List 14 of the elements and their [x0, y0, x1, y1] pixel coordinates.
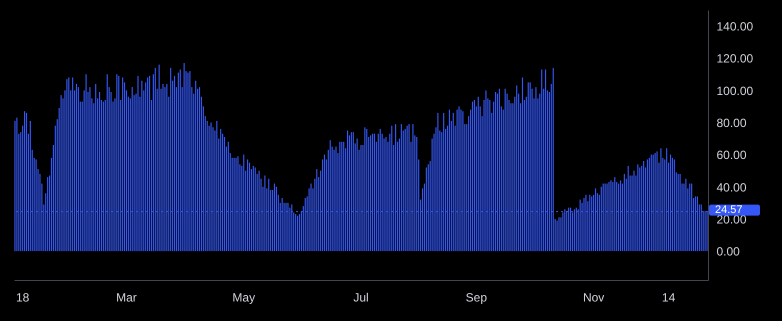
y-tick-label: 100.00: [716, 84, 754, 98]
x-tick-label: 14: [662, 290, 676, 304]
y-tick-label: 40.00: [716, 180, 747, 194]
x-tick-label: 18: [16, 290, 30, 304]
y-tick-label: 0.00: [716, 244, 740, 259]
x-tick-label: Sep: [466, 290, 488, 304]
x-tick-label: Mar: [116, 290, 137, 304]
y-tick-label: 140.00: [716, 20, 754, 34]
x-tick-label: Jul: [353, 290, 369, 304]
y-tick-label: 120.00: [716, 52, 754, 66]
y-tick-label: 60.00: [716, 148, 747, 162]
y-tick-label: 80.00: [716, 116, 747, 130]
x-tick-label: Nov: [582, 290, 604, 304]
x-tick-label: May: [232, 290, 256, 304]
